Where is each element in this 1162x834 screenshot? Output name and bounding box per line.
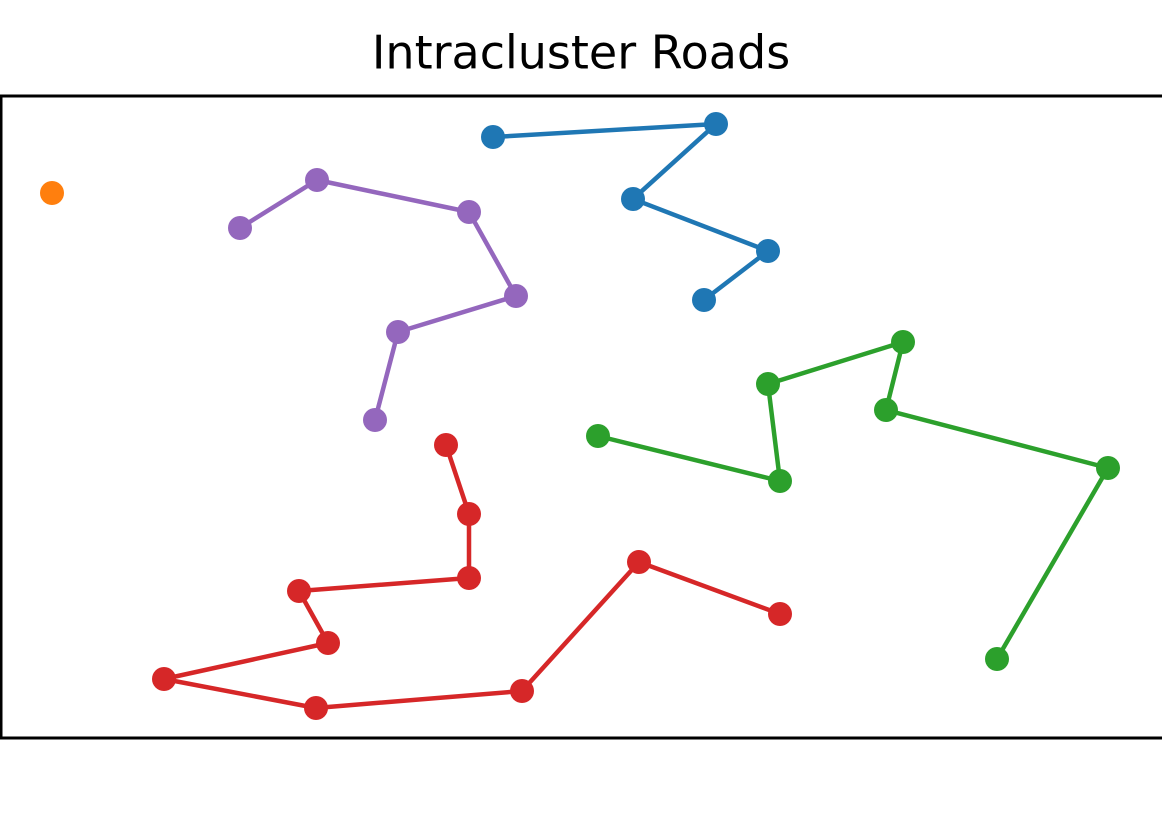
node-marker — [756, 372, 780, 396]
road-line — [161, 444, 781, 711]
node-marker — [457, 200, 481, 224]
node-marker — [586, 424, 610, 448]
node-marker — [316, 631, 340, 655]
node-marker — [152, 667, 176, 691]
node-marker — [504, 284, 528, 308]
node-marker — [434, 433, 458, 457]
node-marker — [768, 469, 792, 493]
node-marker — [627, 550, 651, 574]
node-marker — [891, 330, 915, 354]
node-marker — [756, 239, 780, 263]
node-marker — [228, 216, 252, 240]
node-marker — [363, 408, 387, 432]
road-line — [238, 177, 519, 421]
node-marker — [287, 579, 311, 603]
node-marker — [704, 112, 728, 136]
chart-title: Intracluster Roads — [372, 26, 790, 80]
node-marker — [481, 125, 505, 149]
road-line — [492, 121, 771, 302]
node-marker — [510, 679, 534, 703]
node-marker — [305, 168, 329, 192]
node-marker — [40, 181, 64, 205]
node-marker — [621, 187, 645, 211]
node-marker — [1096, 456, 1120, 480]
node-marker — [457, 566, 481, 590]
node-marker — [692, 288, 716, 312]
node-marker — [768, 602, 792, 626]
node-marker — [304, 696, 328, 720]
node-marker — [457, 502, 481, 526]
road-line — [597, 339, 1111, 661]
plot-frame — [0, 94, 1162, 740]
node-marker — [874, 398, 898, 422]
node-marker — [386, 320, 410, 344]
node-marker — [985, 647, 1009, 671]
